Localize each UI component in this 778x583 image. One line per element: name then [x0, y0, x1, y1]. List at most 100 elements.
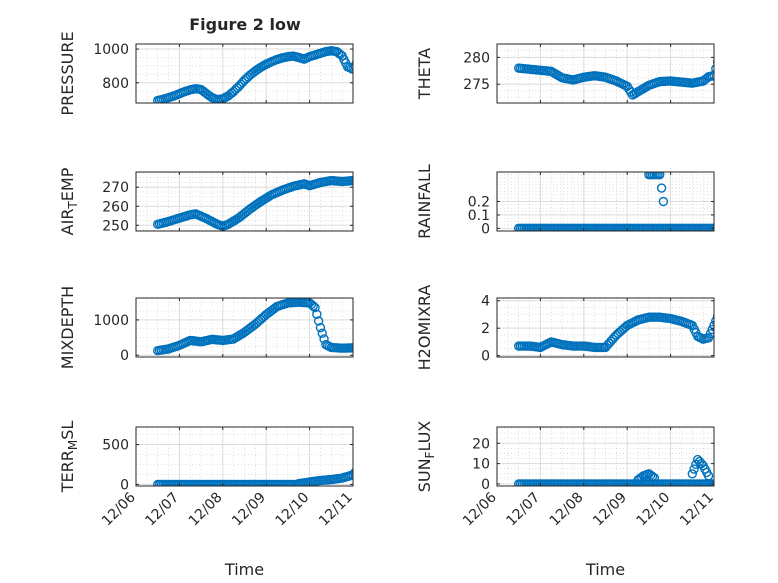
data-point: [351, 176, 353, 183]
data-point: [719, 46, 727, 54]
data-point: [378, 44, 386, 52]
y-axis-label: H2OMIXRA: [415, 285, 434, 371]
data-point: [380, 173, 388, 181]
y-tick-label: 10: [472, 457, 490, 473]
data-point: [362, 347, 370, 355]
data-point: [757, 428, 765, 436]
data-point: [741, 467, 749, 475]
data-series: [514, 297, 751, 353]
data-point: [385, 46, 393, 54]
axes-outline: [496, 43, 715, 104]
axes-outline: [496, 297, 715, 358]
data-point: [348, 470, 353, 480]
data-point: [739, 81, 747, 89]
y-axis-label: PRESSURE: [58, 31, 77, 115]
data-point: [378, 456, 386, 464]
data-point: [369, 350, 377, 358]
data-point: [658, 196, 669, 207]
x-axis-label: Time: [224, 560, 264, 579]
data-point: [752, 440, 760, 448]
subplot-h2omixra: 0 2 4 H2OMIXRA: [415, 285, 751, 371]
data-point: [380, 45, 388, 53]
data-point: [398, 468, 406, 476]
data-point: [371, 171, 379, 179]
data-point: [753, 435, 761, 443]
data-point: [354, 55, 362, 63]
y-axis-label: TERRMSL: [58, 421, 80, 494]
data-point: [374, 348, 382, 356]
data-point: [383, 474, 391, 482]
subplot-sun-flux: 0 10 20 12/06 12/07 12/08 12/09 12/10 12/11 SUNFL…: [415, 421, 765, 579]
data-point: [730, 63, 738, 71]
data-point: [711, 64, 714, 74]
data-point: [354, 345, 362, 353]
x-tick-label: 12/10: [273, 490, 313, 530]
data-point: [744, 224, 752, 232]
data-point: [373, 42, 381, 50]
data-point: [737, 297, 745, 305]
data-point: [721, 44, 729, 52]
data-point: [730, 299, 738, 307]
data-point: [748, 224, 756, 232]
subplot-pressure: 800 1000 PRESSURE: [58, 31, 393, 116]
data-point: [724, 224, 732, 232]
data-point: [726, 224, 734, 232]
data-point: [724, 50, 732, 58]
data-point: [373, 171, 381, 179]
y-tick-label: 1000: [93, 313, 129, 329]
data-point: [748, 81, 756, 89]
x-tick-label: 12/11: [316, 490, 356, 530]
data-point: [741, 297, 749, 305]
data-point: [380, 464, 388, 472]
data-point: [382, 174, 390, 182]
data-point: [358, 48, 366, 56]
y-axis-label: AIRTEMP: [58, 167, 80, 235]
data-point: [383, 46, 391, 54]
data-point: [746, 454, 754, 462]
data-point: [348, 343, 353, 353]
x-tick-label: 12/08: [186, 490, 226, 530]
data-point: [726, 299, 734, 307]
data-point: [365, 43, 373, 51]
data-point: [734, 73, 742, 81]
data-point: [387, 336, 395, 344]
y-tick-label: 0: [481, 477, 490, 493]
data-point: [732, 480, 740, 488]
data-point: [351, 345, 353, 352]
data-point: [732, 224, 740, 232]
data-point: [382, 341, 390, 349]
data-point: [367, 441, 375, 449]
data-point: [363, 174, 371, 182]
data-point: [707, 324, 714, 335]
data-point: [734, 224, 742, 232]
data-point: [350, 468, 353, 478]
axes-box: [496, 426, 715, 487]
y-tick-label: 0.2: [468, 195, 490, 211]
data-point: [712, 225, 714, 231]
data-series: [514, 172, 756, 232]
data-point: [743, 297, 751, 305]
data-point: [374, 171, 382, 179]
data-point: [735, 224, 743, 232]
data-point: [744, 459, 752, 467]
data-point: [715, 480, 723, 488]
data-point: [709, 223, 714, 231]
data-point: [728, 480, 736, 488]
data-point: [746, 80, 754, 88]
y-tick-label: 500: [102, 438, 129, 454]
y-tick-label: 0.1: [468, 208, 490, 224]
data-point: [746, 224, 754, 232]
axes-outline: [135, 426, 354, 487]
data-point: [360, 456, 368, 464]
data-point: [387, 477, 395, 485]
data-point: [709, 479, 714, 486]
data-point: [385, 338, 393, 346]
data-point: [382, 472, 390, 480]
y-tick-label: 250: [102, 218, 129, 234]
data-point: [308, 301, 318, 311]
figure-title: Figure 2 low: [189, 15, 301, 34]
data-point: [369, 435, 377, 443]
data-point: [737, 474, 745, 482]
data-point: [354, 464, 362, 472]
